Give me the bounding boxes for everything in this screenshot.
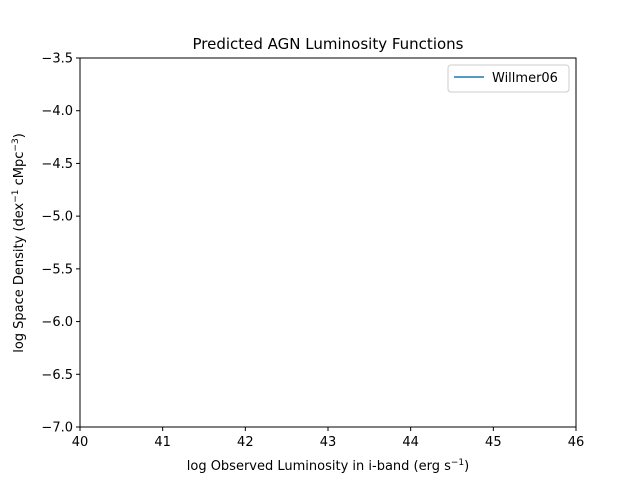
x-axis-ticks: 40 41 42 43 44 45 46	[72, 427, 585, 450]
x-tick-label: 44	[402, 435, 419, 450]
y-tick-label: −7.0	[41, 421, 73, 436]
x-tick-label: 40	[72, 435, 89, 450]
y-axis-label-main: log Space Density (dex	[12, 202, 27, 352]
x-tick-label: 41	[154, 435, 171, 450]
y-tick-label: −3.5	[41, 52, 73, 67]
axes-frame	[79, 57, 577, 428]
y-axis-label-sup2: −3	[11, 138, 21, 151]
x-axis-label-sup: −1	[451, 458, 464, 468]
legend: Willmer06	[447, 64, 570, 93]
x-tick-label: 43	[320, 435, 337, 450]
x-axis-label: log Observed Luminosity in i-band (erg s…	[187, 458, 470, 474]
plot-area: 40 41 42 43 44 45 46 −3.5−4.0−4.5−5.0−5.5−6.0−…	[41, 52, 584, 451]
y-axis-label: log Space Density (dex−1 cMpc−3)	[11, 133, 27, 353]
x-tick-label: 46	[568, 435, 585, 450]
x-axis-label-end: )	[464, 459, 469, 474]
legend-box	[447, 64, 570, 93]
y-axis-label-sup1: −1	[11, 189, 21, 202]
chart-title: Predicted AGN Luminosity Functions	[193, 35, 464, 53]
y-axis-label-mid: cMpc	[12, 152, 27, 190]
y-tick-label: −6.5	[41, 368, 73, 383]
y-tick-label: −5.5	[41, 262, 73, 277]
x-tick-label: 45	[485, 435, 502, 450]
x-tick-label: 42	[237, 435, 254, 450]
y-tick-label: −5.0	[41, 210, 73, 225]
x-axis-label-main: log Observed Luminosity in i-band (erg s	[187, 459, 451, 474]
y-tick-label: −4.5	[41, 157, 73, 172]
axes-background	[80, 58, 576, 427]
legend-label-willmer06: Willmer06	[492, 71, 558, 86]
y-axis-label-end: )	[12, 133, 27, 138]
y-axis-ticks: −3.5 −4.0 −4.5 −5.0 −5.5 −6.0 −6.5 −7.0	[41, 52, 80, 436]
y-tick-label: −4.0	[41, 104, 73, 119]
y-tick-label: −6.0	[41, 315, 73, 330]
